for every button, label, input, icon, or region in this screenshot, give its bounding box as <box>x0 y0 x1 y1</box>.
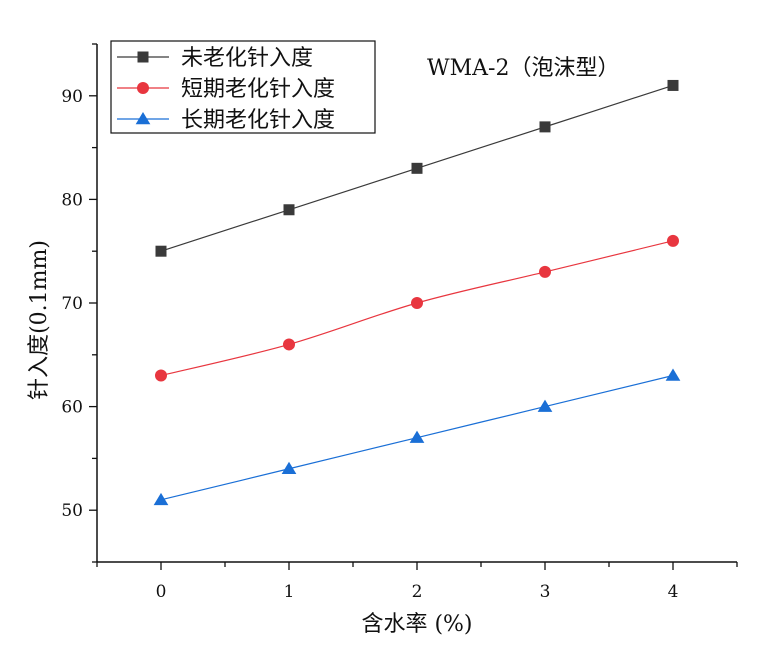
data-point <box>665 368 681 381</box>
y-tick-label: 70 <box>61 294 83 314</box>
data-point <box>539 265 551 278</box>
data-point <box>539 121 551 133</box>
data-point <box>667 234 679 247</box>
legend-box <box>110 40 376 134</box>
data-point <box>155 369 167 382</box>
legend-marker <box>135 112 151 125</box>
legend-marker <box>137 51 149 63</box>
x-tick-label: 1 <box>284 582 295 602</box>
legend-item: 短期老化针入度 <box>117 77 335 102</box>
data-point <box>281 461 297 475</box>
series-3 <box>153 368 681 506</box>
y-tick-label: 80 <box>61 190 83 210</box>
legend-item: 未老化针入度 <box>117 46 313 71</box>
chart-title: WMA-2（泡沫型） <box>427 56 619 81</box>
series-1 <box>155 79 679 257</box>
data-point <box>153 492 169 506</box>
x-tick-label: 4 <box>668 582 679 602</box>
data-point <box>537 399 553 412</box>
data-point <box>409 430 425 443</box>
legend-label: 长期老化针入度 <box>181 108 335 133</box>
legend-marker <box>137 82 149 94</box>
data-point <box>283 204 295 216</box>
legend-label: 短期老化针入度 <box>181 77 335 102</box>
data-point <box>667 79 679 91</box>
x-tick-label: 0 <box>156 582 167 602</box>
data-point <box>283 338 295 351</box>
x-tick-label: 3 <box>540 582 551 602</box>
y-tick-label: 90 <box>61 87 83 107</box>
x-tick-label: 2 <box>412 582 423 602</box>
data-point <box>411 162 423 174</box>
data-point <box>411 297 423 309</box>
y-tick-label: 60 <box>61 398 83 418</box>
y-axis-label: 针入度(0.1mm) <box>27 240 52 400</box>
axes: 0 1 2 3 4 50 60 70 80 90 <box>61 43 738 602</box>
data-point <box>155 245 167 257</box>
x-axis-label: 含水率 (%) <box>361 612 472 637</box>
series-2 <box>155 234 679 382</box>
legend-item: 长期老化针入度 <box>117 108 335 133</box>
series-group <box>153 79 681 506</box>
y-tick-label: 50 <box>61 501 83 521</box>
legend-label: 未老化针入度 <box>181 46 313 71</box>
